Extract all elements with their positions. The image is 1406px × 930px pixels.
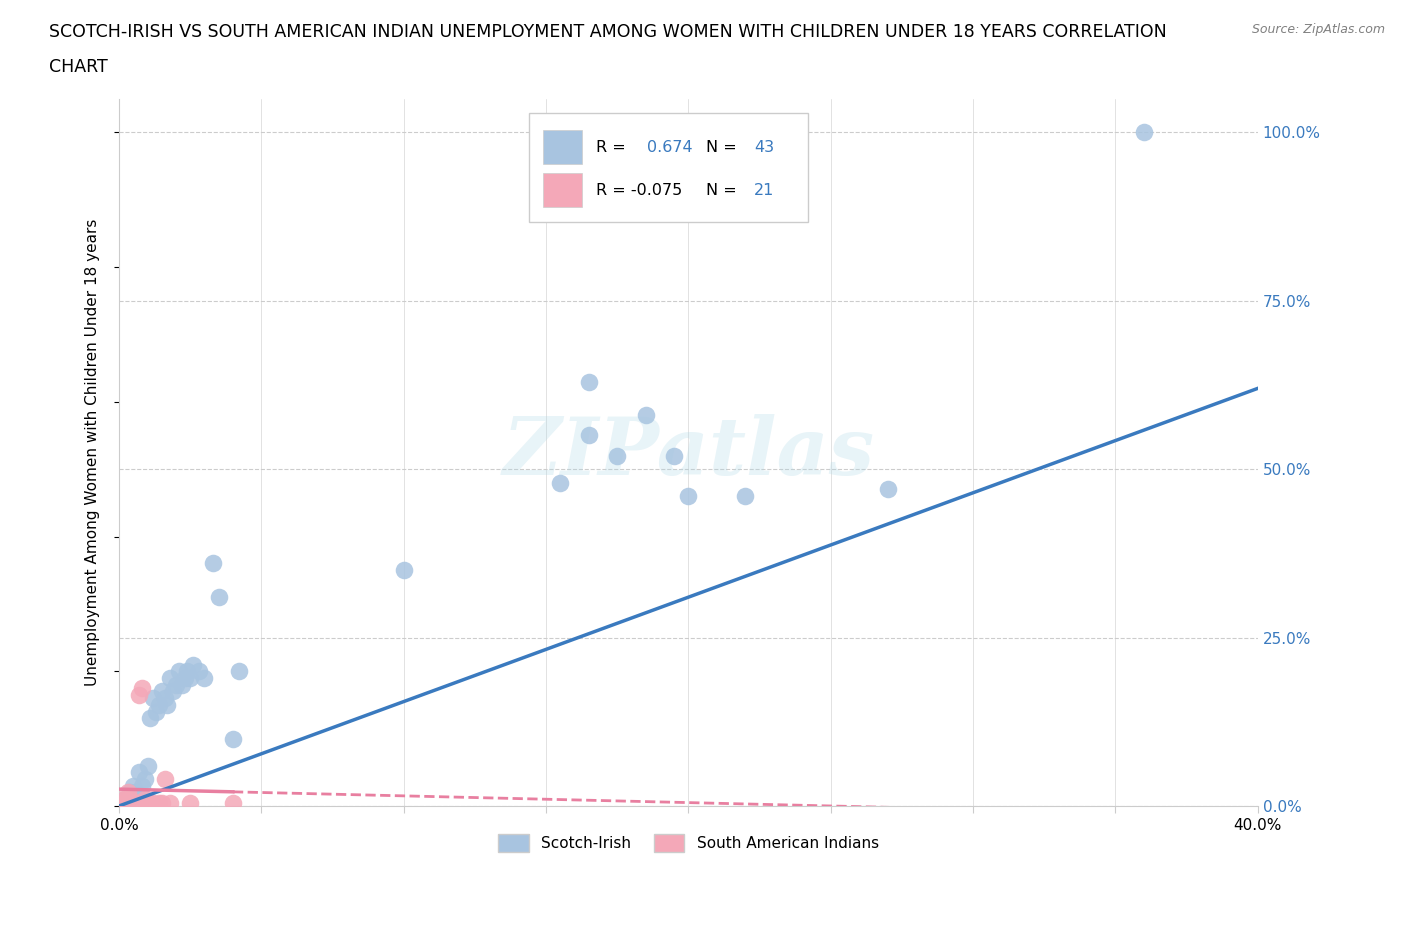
Point <box>136 758 159 773</box>
Point <box>120 791 142 806</box>
Point <box>222 731 245 746</box>
Point <box>187 664 209 679</box>
Point <box>176 664 198 679</box>
Point <box>159 671 181 685</box>
Text: ZIPatlas: ZIPatlas <box>502 414 875 491</box>
Point <box>578 374 600 389</box>
Point <box>139 711 162 725</box>
Point <box>153 772 176 787</box>
Point <box>153 691 176 706</box>
Point <box>128 764 150 779</box>
Point <box>550 475 572 490</box>
Text: 0.674: 0.674 <box>647 140 693 154</box>
Point <box>148 795 170 810</box>
Point <box>222 795 245 810</box>
Point <box>114 791 136 806</box>
FancyBboxPatch shape <box>529 113 808 222</box>
Point <box>117 791 139 806</box>
Point <box>142 691 165 706</box>
Point <box>170 677 193 692</box>
Point <box>179 795 201 810</box>
Point <box>136 795 159 810</box>
Text: SCOTCH-IRISH VS SOUTH AMERICAN INDIAN UNEMPLOYMENT AMONG WOMEN WITH CHILDREN UND: SCOTCH-IRISH VS SOUTH AMERICAN INDIAN UN… <box>49 23 1167 41</box>
Point <box>131 681 153 696</box>
Point <box>150 684 173 699</box>
Point <box>167 664 190 679</box>
Point <box>156 698 179 712</box>
Point <box>148 698 170 712</box>
Legend: Scotch-Irish, South American Indians: Scotch-Irish, South American Indians <box>492 828 884 858</box>
Point <box>122 795 145 810</box>
Point <box>125 785 148 800</box>
Point <box>181 658 204 672</box>
Point <box>173 671 195 685</box>
Point <box>162 684 184 699</box>
Point <box>664 448 686 463</box>
Text: Source: ZipAtlas.com: Source: ZipAtlas.com <box>1251 23 1385 36</box>
Text: N =: N = <box>706 182 737 198</box>
Point <box>111 795 134 810</box>
Point <box>578 428 600 443</box>
FancyBboxPatch shape <box>543 130 582 164</box>
Point <box>134 791 156 806</box>
Point <box>201 556 224 571</box>
Text: 43: 43 <box>754 140 775 154</box>
Point <box>122 778 145 793</box>
Point <box>179 671 201 685</box>
Point <box>165 677 187 692</box>
Point <box>128 687 150 702</box>
Text: R = -0.075: R = -0.075 <box>596 182 682 198</box>
Point <box>150 795 173 810</box>
Point <box>114 791 136 806</box>
Point <box>125 795 148 810</box>
Text: R =: R = <box>596 140 626 154</box>
Point <box>1133 125 1156 140</box>
Point <box>876 482 898 497</box>
Point <box>128 795 150 810</box>
Y-axis label: Unemployment Among Women with Children Under 18 years: Unemployment Among Women with Children U… <box>86 219 100 686</box>
Point <box>392 563 415 578</box>
Point <box>678 488 700 503</box>
Point <box>134 772 156 787</box>
Point <box>114 795 136 810</box>
Point <box>193 671 215 685</box>
Point <box>120 785 142 800</box>
Point <box>734 488 756 503</box>
Point <box>159 795 181 810</box>
Point <box>228 664 250 679</box>
Point <box>139 795 162 810</box>
Point <box>634 408 657 423</box>
Text: N =: N = <box>706 140 737 154</box>
Point <box>117 795 139 810</box>
Point <box>117 785 139 800</box>
Point <box>606 448 628 463</box>
Point <box>131 778 153 793</box>
Text: 21: 21 <box>754 182 775 198</box>
Point <box>145 704 167 719</box>
Point <box>111 795 134 810</box>
Point <box>208 590 231 604</box>
Point <box>142 795 165 810</box>
Text: CHART: CHART <box>49 58 108 75</box>
FancyBboxPatch shape <box>543 173 582 207</box>
